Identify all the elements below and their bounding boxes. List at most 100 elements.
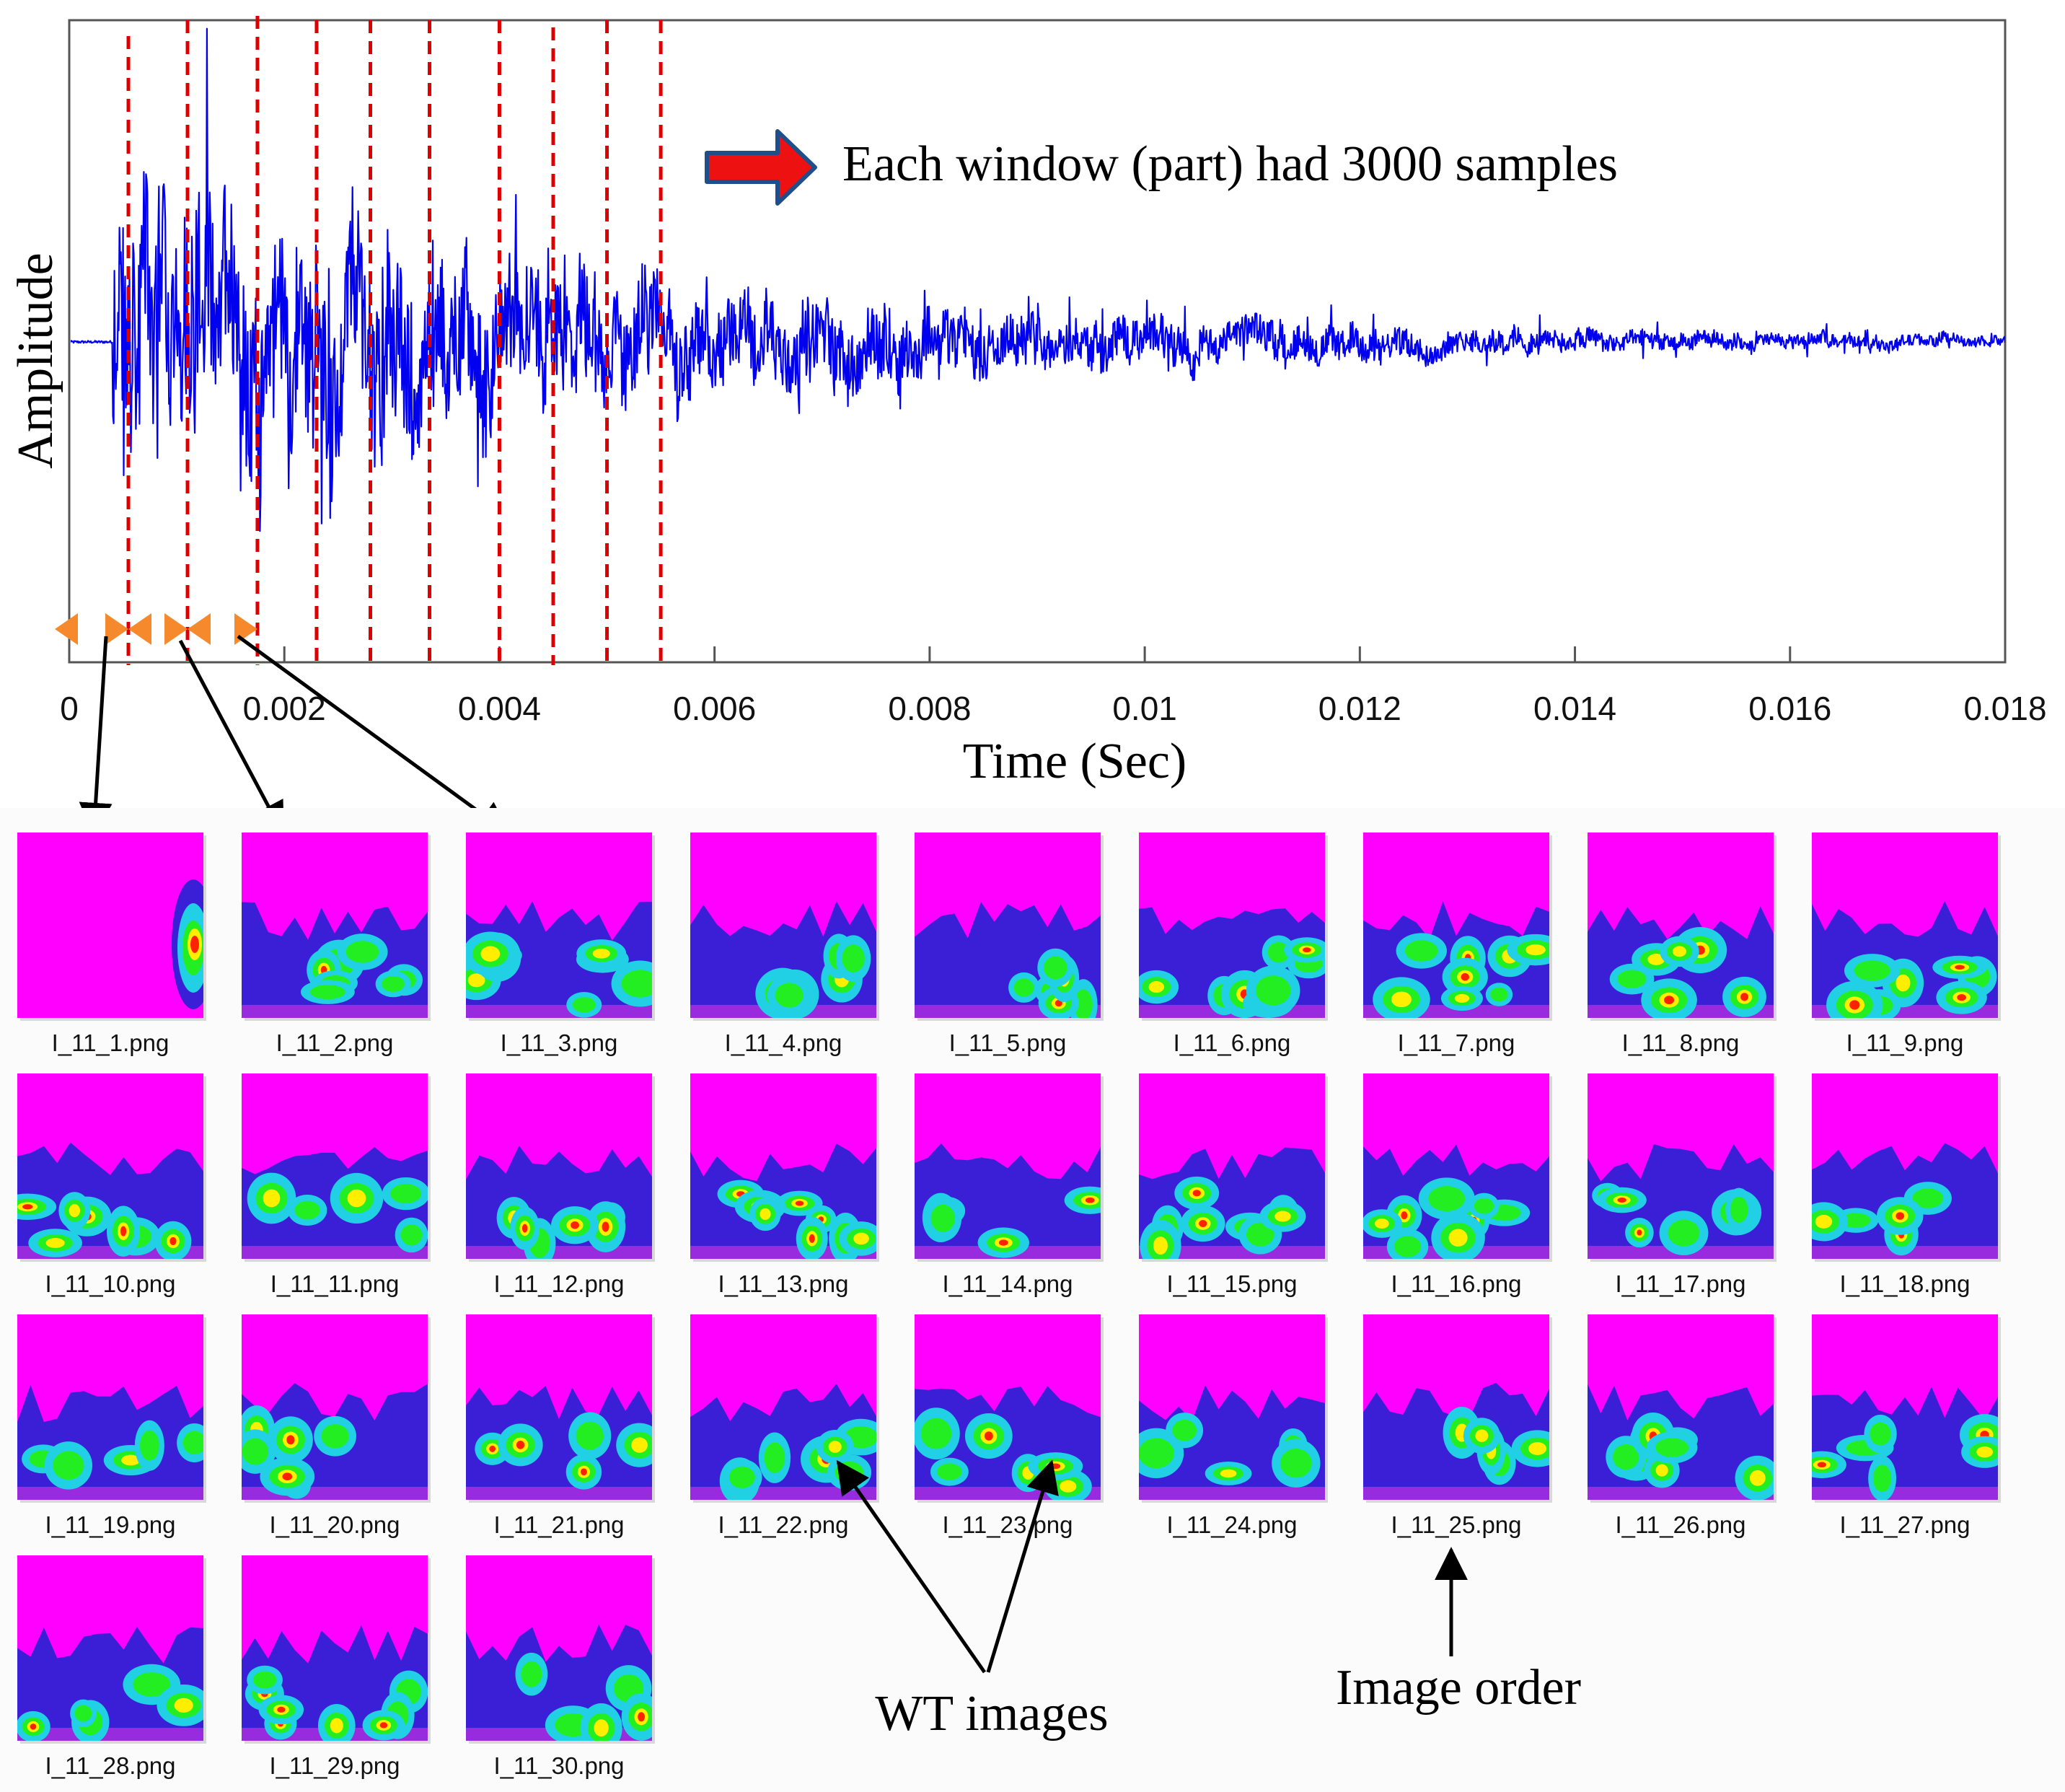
- wt-image-thumbnail[interactable]: I_11_15.png: [1139, 1073, 1328, 1297]
- x-tick-label: 0.01: [1112, 690, 1177, 727]
- callouts: WT images Image order: [836, 1459, 1581, 1742]
- wt-image-filename: I_11_13.png: [718, 1270, 848, 1297]
- wt-image-filename: I_11_27.png: [1839, 1511, 1970, 1538]
- wt-scalogram: [466, 1146, 652, 1259]
- wt-image-thumbnail[interactable]: I_11_26.png: [1588, 1314, 1780, 1538]
- x-axis-tick-labels: 0 0.002 0.004 0.006 0.008 0.01 0.012 0.014 0.016…: [60, 690, 2046, 727]
- wt-scalogram: [466, 1386, 652, 1500]
- wt-scalogram: [1139, 907, 1325, 1018]
- wt-image-filename: I_11_11.png: [270, 1270, 400, 1297]
- x-axis-ticks: [68, 646, 2007, 662]
- wt-image-thumbnail[interactable]: I_11_2.png: [242, 833, 431, 1056]
- x-tick-label: 0.018: [1963, 690, 2046, 727]
- wt-image-thumbnail[interactable]: I_11_11.png: [242, 1073, 431, 1297]
- wt-image-filename: I_11_22.png: [718, 1511, 848, 1538]
- wt-image-thumbnail[interactable]: I_11_22.png: [690, 1314, 887, 1538]
- wt-scalogram: [17, 1627, 203, 1741]
- wt-image-thumbnail[interactable]: I_11_25.png: [1363, 1314, 1563, 1538]
- wt-scalogram: [17, 1142, 203, 1259]
- wt-image-thumbnail[interactable]: I_11_29.png: [242, 1555, 431, 1779]
- x-axis-label: Time (Sec): [963, 734, 1186, 789]
- wt-image-thumbnail[interactable]: I_11_16.png: [1362, 1073, 1552, 1297]
- arrow-window-2: [178, 639, 285, 836]
- wt-image-thumbnail[interactable]: I_11_14.png: [915, 1073, 1116, 1297]
- wt-scalogram: [1812, 1387, 1998, 1500]
- x-tick-label: 0.004: [458, 690, 541, 727]
- wt-image-thumbnail[interactable]: I_11_3.png: [452, 833, 669, 1056]
- window-span-arrow: [128, 613, 188, 645]
- wt-image-thumbnail[interactable]: I_11_1.png: [17, 833, 215, 1056]
- wt-image-filename: I_11_12.png: [493, 1270, 624, 1297]
- wt-image-filename: I_11_2.png: [276, 1029, 394, 1056]
- x-tick-label: 0.008: [888, 690, 971, 727]
- arrow-window-1: [79, 636, 113, 836]
- wt-scalogram: [17, 1384, 203, 1500]
- wt-image-thumbnail[interactable]: I_11_4.png: [690, 833, 879, 1056]
- wt-image-thumbnail[interactable]: I_11_24.png: [1129, 1314, 1328, 1538]
- window-span-arrow: [55, 613, 129, 645]
- window-boundaries: [126, 16, 663, 665]
- wt-scalogram: [1363, 1144, 1549, 1259]
- wt-image-filename: I_11_3.png: [501, 1029, 618, 1056]
- wt-image-filename: I_11_10.png: [45, 1270, 175, 1297]
- arrow-wt-2: [986, 1459, 1059, 1673]
- wt-image-grid: I_11_1.png I_11_2.png I_11_3.png I_11_4.png…: [0, 833, 2009, 1779]
- wt-image-thumbnail[interactable]: I_11_13.png: [690, 1073, 884, 1297]
- annotation-text: Each window (part) had 3000 samples: [842, 136, 1618, 192]
- wt-image-thumbnail[interactable]: I_11_20.png: [235, 1314, 431, 1538]
- wt-image-thumbnail[interactable]: I_11_9.png: [1812, 833, 2001, 1056]
- wt-scalogram: [466, 901, 652, 1018]
- wt-image-filename: I_11_26.png: [1615, 1511, 1745, 1538]
- wt-image-thumbnail[interactable]: I_11_8.png: [1588, 833, 1776, 1056]
- wt-scalogram: [915, 902, 1101, 1018]
- wt-image-filename: I_11_16.png: [1391, 1270, 1521, 1297]
- wt-scalogram: [466, 1624, 652, 1741]
- wt-image-filename: I_11_23.png: [942, 1511, 1073, 1538]
- wt-scalogram: [242, 1625, 428, 1741]
- wt-scalogram: [242, 1147, 428, 1259]
- image-order-label: Image order: [1336, 1660, 1581, 1716]
- x-tick-label: 0.002: [243, 690, 326, 727]
- wt-scalogram: [1588, 906, 1774, 1018]
- wt-scalogram: [172, 879, 203, 1009]
- wt-scalogram: [1812, 901, 1998, 1018]
- wt-image-filename: I_11_7.png: [1398, 1029, 1515, 1056]
- signal-line: [71, 27, 2005, 532]
- window-to-image-arrows: [79, 634, 511, 836]
- wt-image-filename: I_11_29.png: [269, 1752, 400, 1779]
- signal-plot: 0 0.002 0.004 0.006 0.008 0.01 0.012 0.014 0.016…: [8, 16, 2047, 789]
- wt-scalogram: [1588, 1384, 1774, 1500]
- wt-image-filename: I_11_18.png: [1839, 1270, 1970, 1297]
- wt-image-thumbnail[interactable]: I_11_27.png: [1797, 1314, 2009, 1538]
- wt-image-thumbnail[interactable]: I_11_7.png: [1363, 833, 1564, 1056]
- wt-image-thumbnail[interactable]: I_11_12.png: [466, 1073, 655, 1297]
- wt-image-filename: I_11_25.png: [1391, 1511, 1521, 1538]
- wt-image-thumbnail[interactable]: I_11_10.png: [0, 1073, 206, 1297]
- y-axis-label: Amplitude: [8, 252, 63, 468]
- wt-image-thumbnail[interactable]: I_11_6.png: [1134, 833, 1330, 1056]
- wt-scalogram: [690, 901, 876, 1018]
- wt-scalogram: [1139, 1385, 1325, 1500]
- wt-image-thumbnail[interactable]: I_11_19.png: [17, 1314, 212, 1538]
- wt-scalogram: [1363, 1383, 1549, 1500]
- wt-image-thumbnail[interactable]: I_11_21.png: [466, 1314, 663, 1538]
- x-tick-label: 0: [60, 690, 79, 727]
- wt-image-filename: I_11_19.png: [45, 1511, 175, 1538]
- arrow-wt-1: [836, 1459, 987, 1674]
- wt-image-thumbnail[interactable]: I_11_18.png: [1800, 1073, 2001, 1297]
- window-span-arrows: [55, 613, 257, 645]
- wt-image-thumbnail[interactable]: I_11_5.png: [915, 833, 1104, 1056]
- wt-image-thumbnail[interactable]: I_11_17.png: [1588, 1073, 1776, 1297]
- x-tick-label: 0.006: [673, 690, 756, 727]
- wt-image-filename: I_11_14.png: [942, 1270, 1073, 1297]
- wt-image-thumbnail[interactable]: I_11_30.png: [466, 1555, 661, 1779]
- wt-image-filename: I_11_4.png: [725, 1029, 842, 1056]
- x-tick-label: 0.016: [1748, 690, 1831, 727]
- wt-images-label: WT images: [875, 1686, 1108, 1742]
- x-tick-label: 0.014: [1533, 690, 1616, 727]
- wt-image-thumbnail[interactable]: I_11_28.png: [16, 1555, 211, 1779]
- wt-image-filename: I_11_6.png: [1174, 1029, 1291, 1056]
- wt-image-filename: I_11_30.png: [493, 1752, 624, 1779]
- wt-image-filename: I_11_28.png: [45, 1752, 175, 1779]
